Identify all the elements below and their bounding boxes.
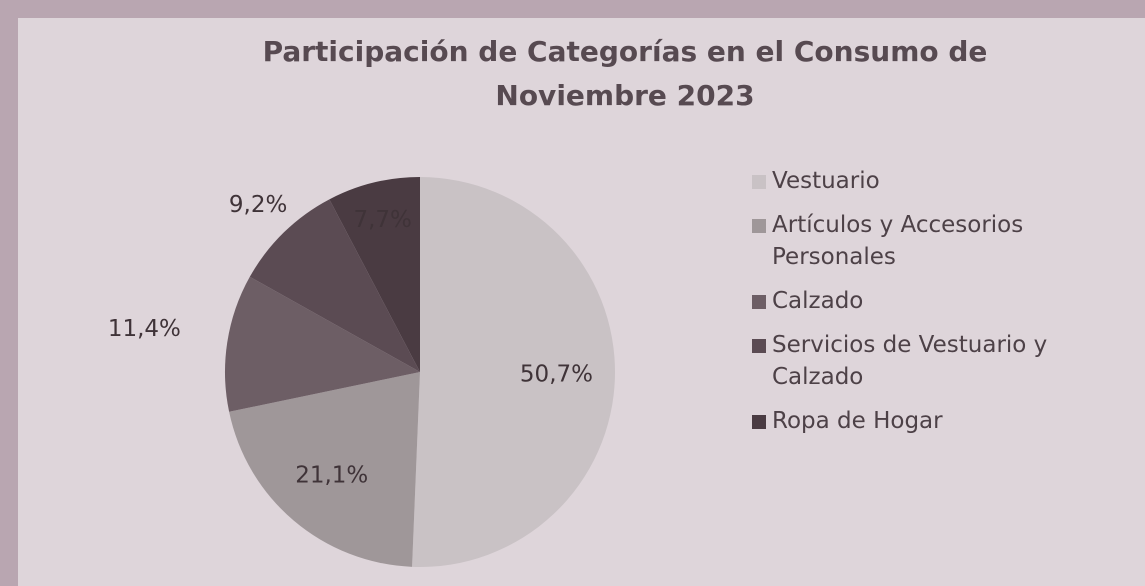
legend-label: Ropa de Hogar [772,408,943,434]
legend-item: Servicios de Vestuario y Calzado [752,329,1102,393]
legend: Vestuario Artículos y Accesorios Personal… [752,165,1102,449]
data-label: 11,4% [108,316,181,342]
legend-label: Calzado [772,288,864,314]
legend-swatch [752,339,766,353]
data-label: 7,7% [353,207,411,233]
legend-item: Ropa de Hogar [752,405,1102,437]
pie-slice [412,177,615,567]
pie-slice [249,199,420,372]
legend-swatch [752,219,766,233]
legend-label: Vestuario [772,168,880,194]
legend-label: Artículos y Accesorios Personales [772,212,1024,270]
legend-swatch [752,415,766,429]
pie-slice [229,372,420,567]
chart-title: Participación de Categorías en el Consum… [262,35,988,112]
data-label: 21,1% [295,463,368,489]
legend-item: Calzado [752,285,1102,317]
legend-label: Servicios de Vestuario y Calzado [772,332,1048,390]
legend-item: Vestuario [752,165,1102,197]
data-label: 50,7% [520,361,593,387]
pie-slice [225,276,420,412]
legend-swatch [752,175,766,189]
legend-item: Artículos y Accesorios Personales [752,209,1102,273]
pie-slice [329,177,420,372]
legend-swatch [752,295,766,309]
data-label: 9,2% [229,192,287,218]
